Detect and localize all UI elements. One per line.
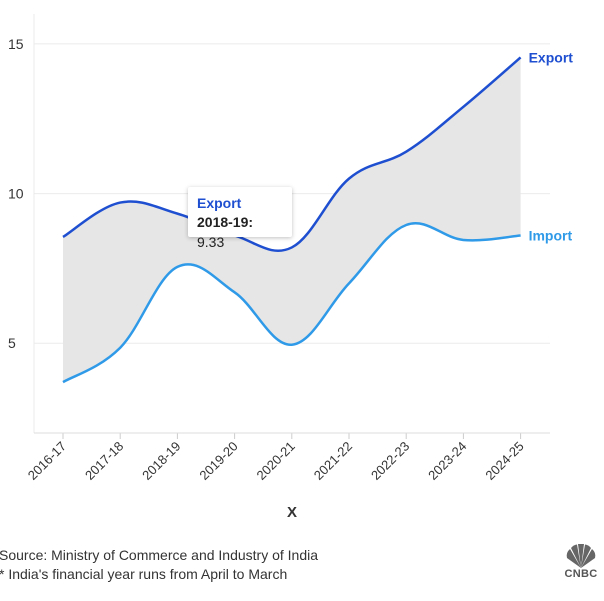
x-axis-title: X <box>287 504 297 521</box>
series-line-import <box>62 222 521 384</box>
tooltip-value-row: 2018-19: 9.33 <box>197 212 283 252</box>
line-chart: 5 10 15 2016-17 2017-18 2018-19 2019-20 2020-2… <box>8 14 574 521</box>
nbc-peacock-icon <box>566 543 596 568</box>
x-tick-label: 2021-22 <box>311 439 355 483</box>
x-tick-label: 2019-20 <box>196 439 240 483</box>
x-tick-label: 2016-17 <box>25 439 69 483</box>
data-tooltip: Export 2018-19: 9.33 <box>188 187 292 250</box>
tooltip-value: 9.33 <box>197 234 225 250</box>
x-tick-label: 2022-23 <box>368 439 412 483</box>
series-label-import: Import <box>529 227 573 243</box>
area-between-series <box>63 57 521 383</box>
y-tick-labels: 5 10 15 <box>8 36 24 351</box>
x-tick-label: 2017-18 <box>82 439 126 483</box>
series-lines <box>62 56 522 384</box>
series-end-labels: Export Import <box>529 49 574 243</box>
x-tick-label: 2018-19 <box>139 439 183 483</box>
tooltip-category: 2018-19: <box>197 214 254 230</box>
x-tick-labels: 2016-17 2017-18 2018-19 2019-20 2020-21 2021-… <box>25 439 527 483</box>
chart-footer: Source: Ministry of Commerce and Industr… <box>0 546 318 584</box>
series-line-export <box>62 56 522 253</box>
source-note: Source: Ministry of Commerce and Industr… <box>0 547 319 563</box>
x-tick-label: 2020-21 <box>254 439 298 483</box>
x-tick-label: 2024-25 <box>482 439 526 483</box>
tooltip-series-name: Export <box>197 195 242 211</box>
fiscal-year-note: * India's financial year runs from April… <box>0 566 288 582</box>
y-tick-label: 15 <box>8 36 24 52</box>
series-label-export: Export <box>529 49 574 65</box>
x-tick-label: 2023-24 <box>425 439 469 483</box>
y-tick-label: 10 <box>8 186 24 202</box>
cnbc-logo: CNBC <box>559 543 603 580</box>
y-tick-label: 5 <box>8 335 16 351</box>
grid-lines <box>33 14 550 439</box>
fill-area <box>63 57 521 383</box>
logo-text: CNBC <box>564 568 598 580</box>
